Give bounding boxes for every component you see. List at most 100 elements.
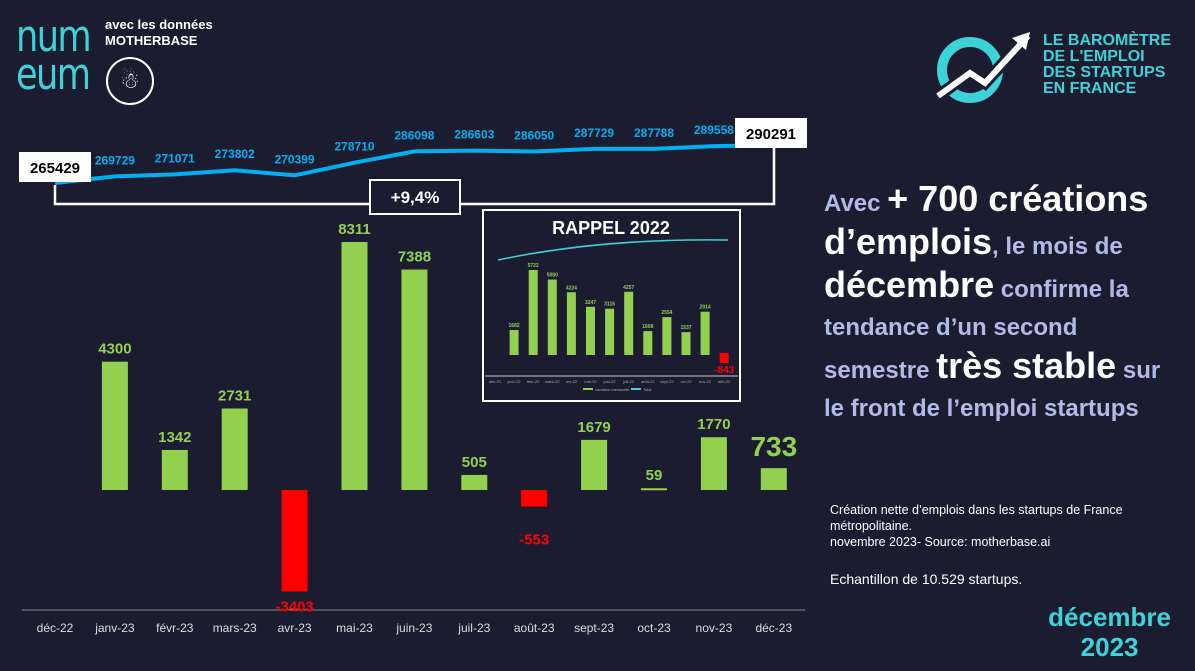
inset-bar bbox=[605, 308, 615, 355]
bar bbox=[581, 439, 608, 490]
bar bbox=[461, 474, 488, 490]
total-value-label: 286050 bbox=[514, 128, 554, 142]
numeum-logo: num eum bbox=[16, 11, 92, 100]
inset-bar bbox=[662, 317, 672, 355]
inset-legend-label: variation mensuelle bbox=[595, 387, 630, 392]
inset-total-line bbox=[497, 239, 729, 261]
inset-bar bbox=[624, 291, 634, 355]
inset-bar bbox=[719, 353, 729, 363]
x-tick-label: juin-23 bbox=[395, 621, 432, 635]
inset-bar-label: 5722 bbox=[528, 263, 539, 269]
total-value-label: 271071 bbox=[155, 151, 195, 165]
total-endpoint-box bbox=[19, 152, 91, 182]
bar-value-label: 7388 bbox=[398, 249, 431, 266]
main-chart: déc-22 janv-23 févr-23 mars-23 avr-23 mai-23 j… bbox=[19, 118, 807, 635]
total-value-label: 287729 bbox=[574, 126, 614, 140]
inset-legend-swatch bbox=[583, 388, 593, 390]
x-tick-label: avr-23 bbox=[278, 621, 312, 635]
bar bbox=[281, 490, 308, 592]
bar-value-label: 2731 bbox=[218, 388, 251, 405]
inset-x-tick: févr-22 bbox=[527, 379, 540, 384]
inset-legend-swatch bbox=[631, 388, 641, 390]
inset-bar-label: -843 bbox=[714, 365, 734, 376]
total-value-label: 289558 bbox=[694, 123, 734, 137]
total-value-label: 269729 bbox=[95, 153, 135, 167]
bar bbox=[760, 468, 787, 490]
total-value-label: 270399 bbox=[275, 152, 315, 166]
inset-bar bbox=[700, 311, 710, 355]
bar-value-label: 1679 bbox=[577, 419, 610, 436]
inset-bar-label: 4257 bbox=[623, 285, 634, 291]
total-value-label: 286098 bbox=[394, 128, 434, 142]
motherbase-robot-icon: ☃ bbox=[106, 57, 154, 105]
inset-bar-label: 1682 bbox=[509, 323, 520, 329]
inset-legend-label: Total bbox=[643, 387, 652, 392]
inset-x-tick: nov-22 bbox=[699, 379, 712, 384]
x-tick-label: juil-23 bbox=[457, 621, 490, 635]
bar bbox=[341, 242, 368, 490]
bar-value-label: 1770 bbox=[697, 416, 730, 433]
inset-title: RAPPEL 2022 bbox=[552, 218, 670, 238]
total-endpoint-label: 265429 bbox=[30, 160, 80, 177]
total-endpoint-box bbox=[735, 118, 807, 148]
x-tick-label: nov-23 bbox=[696, 621, 733, 635]
inset-frame bbox=[482, 209, 741, 402]
inset-x-tick: oct-22 bbox=[680, 379, 692, 384]
x-tick-label: oct-23 bbox=[637, 621, 671, 635]
bar-value-label: 505 bbox=[462, 454, 487, 471]
x-tick-label: août-23 bbox=[514, 621, 555, 635]
x-tick-label: mai-23 bbox=[336, 621, 373, 635]
x-tick-label: sept-23 bbox=[574, 621, 614, 635]
inset-bar bbox=[643, 331, 653, 355]
inset-x-tick: sept-22 bbox=[660, 379, 674, 384]
inset-bar-label: 3116 bbox=[604, 302, 615, 308]
total-value-label: 286603 bbox=[454, 128, 494, 142]
bar-value-label: -3403 bbox=[275, 599, 313, 616]
x-tick-label: janv-23 bbox=[94, 621, 135, 635]
inset-bar-label: 4224 bbox=[566, 285, 577, 291]
sample-note: Echantillon de 10.529 startups. bbox=[830, 571, 1023, 587]
total-value-label: 287788 bbox=[634, 126, 674, 140]
x-tick-label: déc-22 bbox=[37, 621, 74, 635]
inset-bar-label: 3247 bbox=[585, 300, 596, 306]
barometer-title: LE BAROMÈTRE DE L'EMPLOI DES STARTUPS EN FR… bbox=[1043, 32, 1171, 97]
bar bbox=[101, 361, 128, 490]
bar bbox=[221, 408, 248, 490]
bar bbox=[161, 449, 188, 490]
inset-bar bbox=[681, 332, 691, 355]
bar bbox=[641, 488, 667, 491]
bar-value-label: 8311 bbox=[338, 221, 371, 238]
x-tick-label: févr-23 bbox=[156, 621, 194, 635]
inset-bar bbox=[509, 330, 519, 355]
inset-bar bbox=[547, 279, 557, 355]
inset-x-tick: déc-22 bbox=[718, 379, 731, 384]
x-tick-label: déc-23 bbox=[755, 621, 792, 635]
inset-x-tick: mars-22 bbox=[545, 379, 560, 384]
inset-x-tick: mai-22 bbox=[584, 379, 597, 384]
bar bbox=[700, 437, 727, 490]
total-line bbox=[54, 143, 774, 185]
inset-x-tick: janv-22 bbox=[507, 379, 522, 384]
inset-x-tick: août-22 bbox=[641, 379, 655, 384]
barometer-trend-icon bbox=[934, 31, 1033, 103]
bar-value-label: 1342 bbox=[158, 429, 191, 446]
headline: Avec + 700 créations d’emplois, le mois … bbox=[824, 178, 1161, 423]
bar bbox=[401, 269, 428, 490]
x-tick-label: mars-23 bbox=[213, 621, 257, 635]
bar-value-label: 59 bbox=[646, 467, 663, 484]
inset-bar bbox=[566, 292, 576, 355]
bar-value-label: 733 bbox=[750, 431, 797, 462]
total-value-label: 278710 bbox=[334, 140, 374, 154]
growth-label: +9,4% bbox=[391, 188, 440, 207]
growth-box bbox=[369, 179, 461, 215]
inset-bar-label: 5080 bbox=[547, 273, 558, 279]
bar-value-label: 4300 bbox=[98, 341, 131, 358]
total-value-label: 273802 bbox=[215, 147, 255, 161]
inset-bar bbox=[528, 270, 538, 355]
source-note: Création nette d’emplois dans les startu… bbox=[830, 503, 1123, 549]
inset-x-tick: juil-22 bbox=[622, 379, 634, 384]
inset-bar bbox=[586, 306, 595, 355]
inset-bar-label: 1537 bbox=[680, 325, 691, 331]
inset-x-tick: avr-22 bbox=[566, 379, 578, 384]
inset-x-tick: déc-21 bbox=[489, 379, 502, 384]
